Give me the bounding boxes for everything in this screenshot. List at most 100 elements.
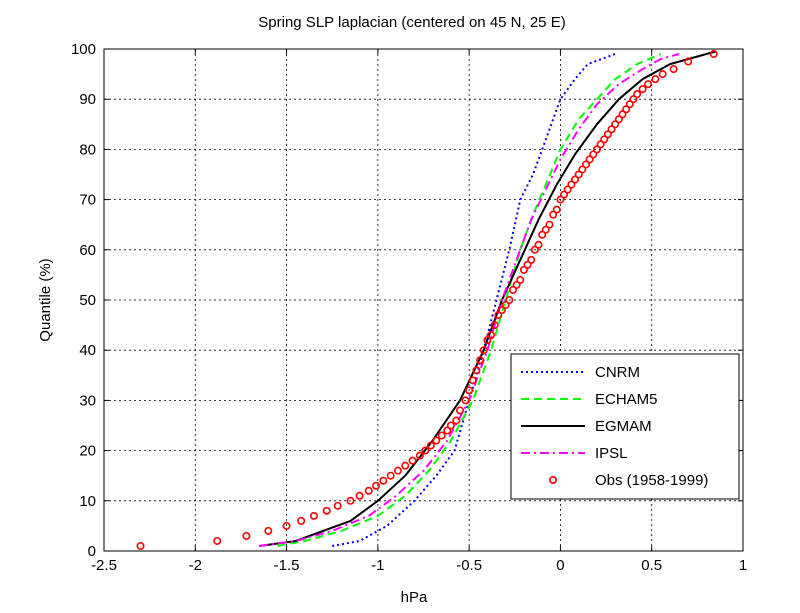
plot-series — [136, 50, 718, 550]
obs-point — [527, 255, 536, 264]
obs-point — [498, 306, 507, 315]
legend-label-egmam: EGMAM — [595, 418, 652, 435]
obs-point — [622, 105, 631, 114]
x-tick-label: -1.5 — [274, 557, 300, 574]
x-tick-label: 0 — [556, 557, 564, 574]
obs-point — [578, 165, 587, 174]
y-tick-label: 50 — [79, 292, 96, 309]
obs-point — [669, 65, 678, 74]
obs-point — [530, 245, 539, 254]
x-tick-label: 1 — [739, 557, 747, 574]
obs-point — [452, 416, 461, 425]
obs-point — [483, 336, 492, 345]
obs-point — [629, 95, 638, 104]
obs-point — [512, 280, 521, 289]
series-line-echam5 — [277, 53, 662, 547]
grid — [104, 49, 743, 551]
y-tick-label: 0 — [88, 543, 96, 560]
obs-point — [603, 130, 612, 139]
obs-point — [479, 346, 488, 355]
obs-point — [523, 260, 532, 269]
legend-label-obs-1958-1999: Obs (1958-1999) — [595, 472, 708, 489]
obs-point — [563, 185, 572, 194]
obs-point — [600, 135, 609, 144]
obs-point — [282, 521, 291, 530]
obs-point — [426, 441, 435, 450]
obs-point — [415, 451, 424, 460]
y-axis-title: Quantile (%) — [37, 258, 54, 341]
obs-point — [607, 125, 616, 134]
obs-point — [567, 180, 576, 189]
obs-point — [571, 175, 580, 184]
obs-point — [585, 155, 594, 164]
obs-point — [437, 431, 446, 440]
obs-point — [651, 75, 660, 84]
obs-point — [633, 90, 642, 99]
obs-point — [401, 461, 410, 470]
x-tick-label: 0.5 — [641, 557, 662, 574]
obs-point — [393, 466, 402, 475]
obs-point — [644, 80, 653, 89]
obs-point — [574, 170, 583, 179]
y-tick-label: 70 — [79, 192, 96, 209]
y-tick-label: 100 — [71, 41, 96, 58]
obs-point — [461, 396, 470, 405]
obs-point — [490, 321, 499, 330]
obs-point — [476, 356, 485, 365]
y-tick-label: 60 — [79, 242, 96, 259]
obs-point — [297, 516, 306, 525]
chart-title: Spring SLP laplacian (centered on 45 N, … — [258, 14, 565, 31]
y-tick-label: 10 — [79, 493, 96, 510]
obs-point — [596, 140, 605, 149]
obs-point — [519, 265, 528, 274]
obs-point — [443, 426, 452, 435]
axis-ticks: -2.5 -2 -1.5 -1 -0.5 0 0.5 10102030405060708090… — [71, 41, 747, 574]
y-tick-label: 30 — [79, 392, 96, 409]
x-tick-label: -0.5 — [456, 557, 482, 574]
obs-point — [355, 491, 364, 500]
series-line-cnrm — [332, 53, 616, 547]
obs-point — [505, 295, 514, 304]
x-tick-label: -1 — [371, 557, 384, 574]
obs-point — [322, 506, 331, 515]
obs-point — [136, 541, 145, 550]
obs-point — [456, 406, 465, 415]
obs-point — [618, 110, 627, 119]
y-tick-label: 90 — [79, 91, 96, 108]
obs-point — [242, 531, 251, 540]
obs-point — [508, 285, 517, 294]
obs-point — [545, 220, 554, 229]
obs-point — [638, 85, 647, 94]
obs-point — [446, 421, 455, 430]
legend-marker-obs-1958-1999 — [548, 475, 557, 484]
obs-point — [538, 230, 547, 239]
obs-point — [658, 70, 667, 79]
legend-label-echam5: ECHAM5 — [595, 391, 658, 408]
obs-point — [709, 50, 718, 59]
obs-point — [611, 120, 620, 129]
x-axis-title: hPa — [401, 589, 428, 606]
x-tick-label: -2.5 — [91, 557, 117, 574]
obs-point — [541, 225, 550, 234]
obs-point — [581, 160, 590, 169]
obs-point — [501, 301, 510, 310]
legend: CNRM ECHAM5 EGMAM IPSL Obs (1958-1999) — [510, 353, 740, 500]
obs-point — [614, 115, 623, 124]
obs-point — [534, 240, 543, 249]
obs-point — [516, 275, 525, 284]
obs-point — [386, 471, 395, 480]
y-tick-label: 40 — [79, 342, 96, 359]
obs-point — [494, 311, 503, 320]
obs-point — [346, 496, 355, 505]
obs-point — [552, 205, 561, 214]
obs-point — [213, 536, 222, 545]
obs-point — [487, 331, 496, 340]
obs-point — [364, 486, 373, 495]
obs-point — [421, 446, 430, 455]
obs-point — [549, 210, 558, 219]
obs-point — [589, 150, 598, 159]
obs-point — [333, 501, 342, 510]
obs-point — [465, 386, 474, 395]
obs-point — [556, 195, 565, 204]
